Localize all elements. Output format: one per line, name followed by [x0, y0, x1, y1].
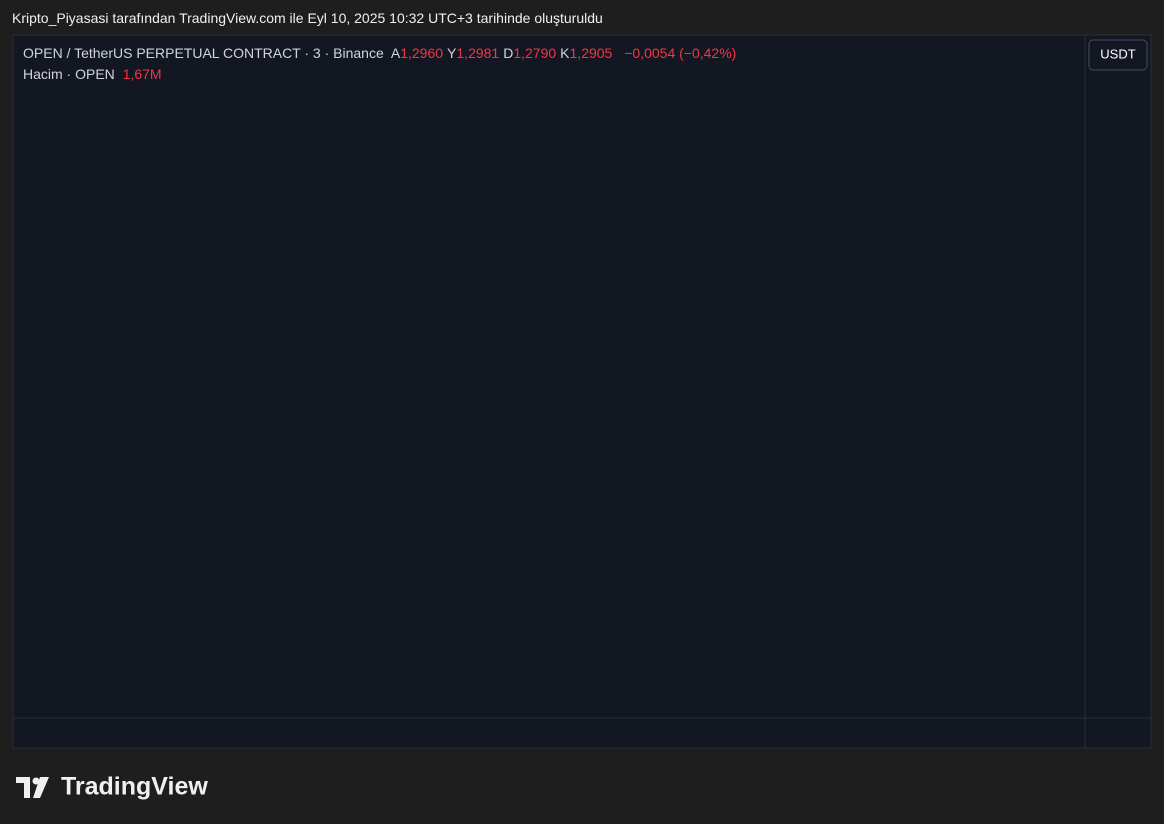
currency-button[interactable] [1088, 39, 1148, 71]
ohlc-value: 1,2790 [513, 45, 557, 61]
symbol: OPEN / TetherUS PERPETUAL CONTRACT · 3 ·… [23, 45, 384, 61]
chart-panel [12, 34, 1152, 749]
change: −0,0054 (−0,42%) [624, 45, 737, 61]
ohlc-value: 1,2905 [569, 45, 613, 61]
ohlc-value: 1,2981 [456, 45, 500, 61]
volume-legend: Hacim · OPEN 1,67M [23, 66, 166, 82]
ohlc-value: 1,2960 [400, 45, 444, 61]
logo-dot [32, 777, 40, 785]
volume-legend-label: Hacim · OPEN [23, 66, 115, 82]
ohlc-key: Y [447, 45, 457, 61]
currency-label[interactable]: USDT [1100, 46, 1135, 61]
page-title: Kripto_Piyasasi tarafından TradingView.c… [12, 10, 603, 26]
ohlc-key: D [503, 45, 514, 61]
logo-icon [16, 777, 49, 798]
ohlc-key: K [560, 45, 570, 61]
brand-logo: TradingView [16, 773, 208, 801]
ohlc: A1,2960 Y1,2981 D1,2790 K1,2905 [391, 45, 616, 61]
brand: TradingView [61, 773, 208, 801]
symbol-legend: OPEN / TetherUS PERPETUAL CONTRACT · 3 ·… [23, 45, 740, 61]
ohlc-key: A [390, 45, 401, 61]
volume-legend-value: 1,67M [122, 66, 162, 82]
